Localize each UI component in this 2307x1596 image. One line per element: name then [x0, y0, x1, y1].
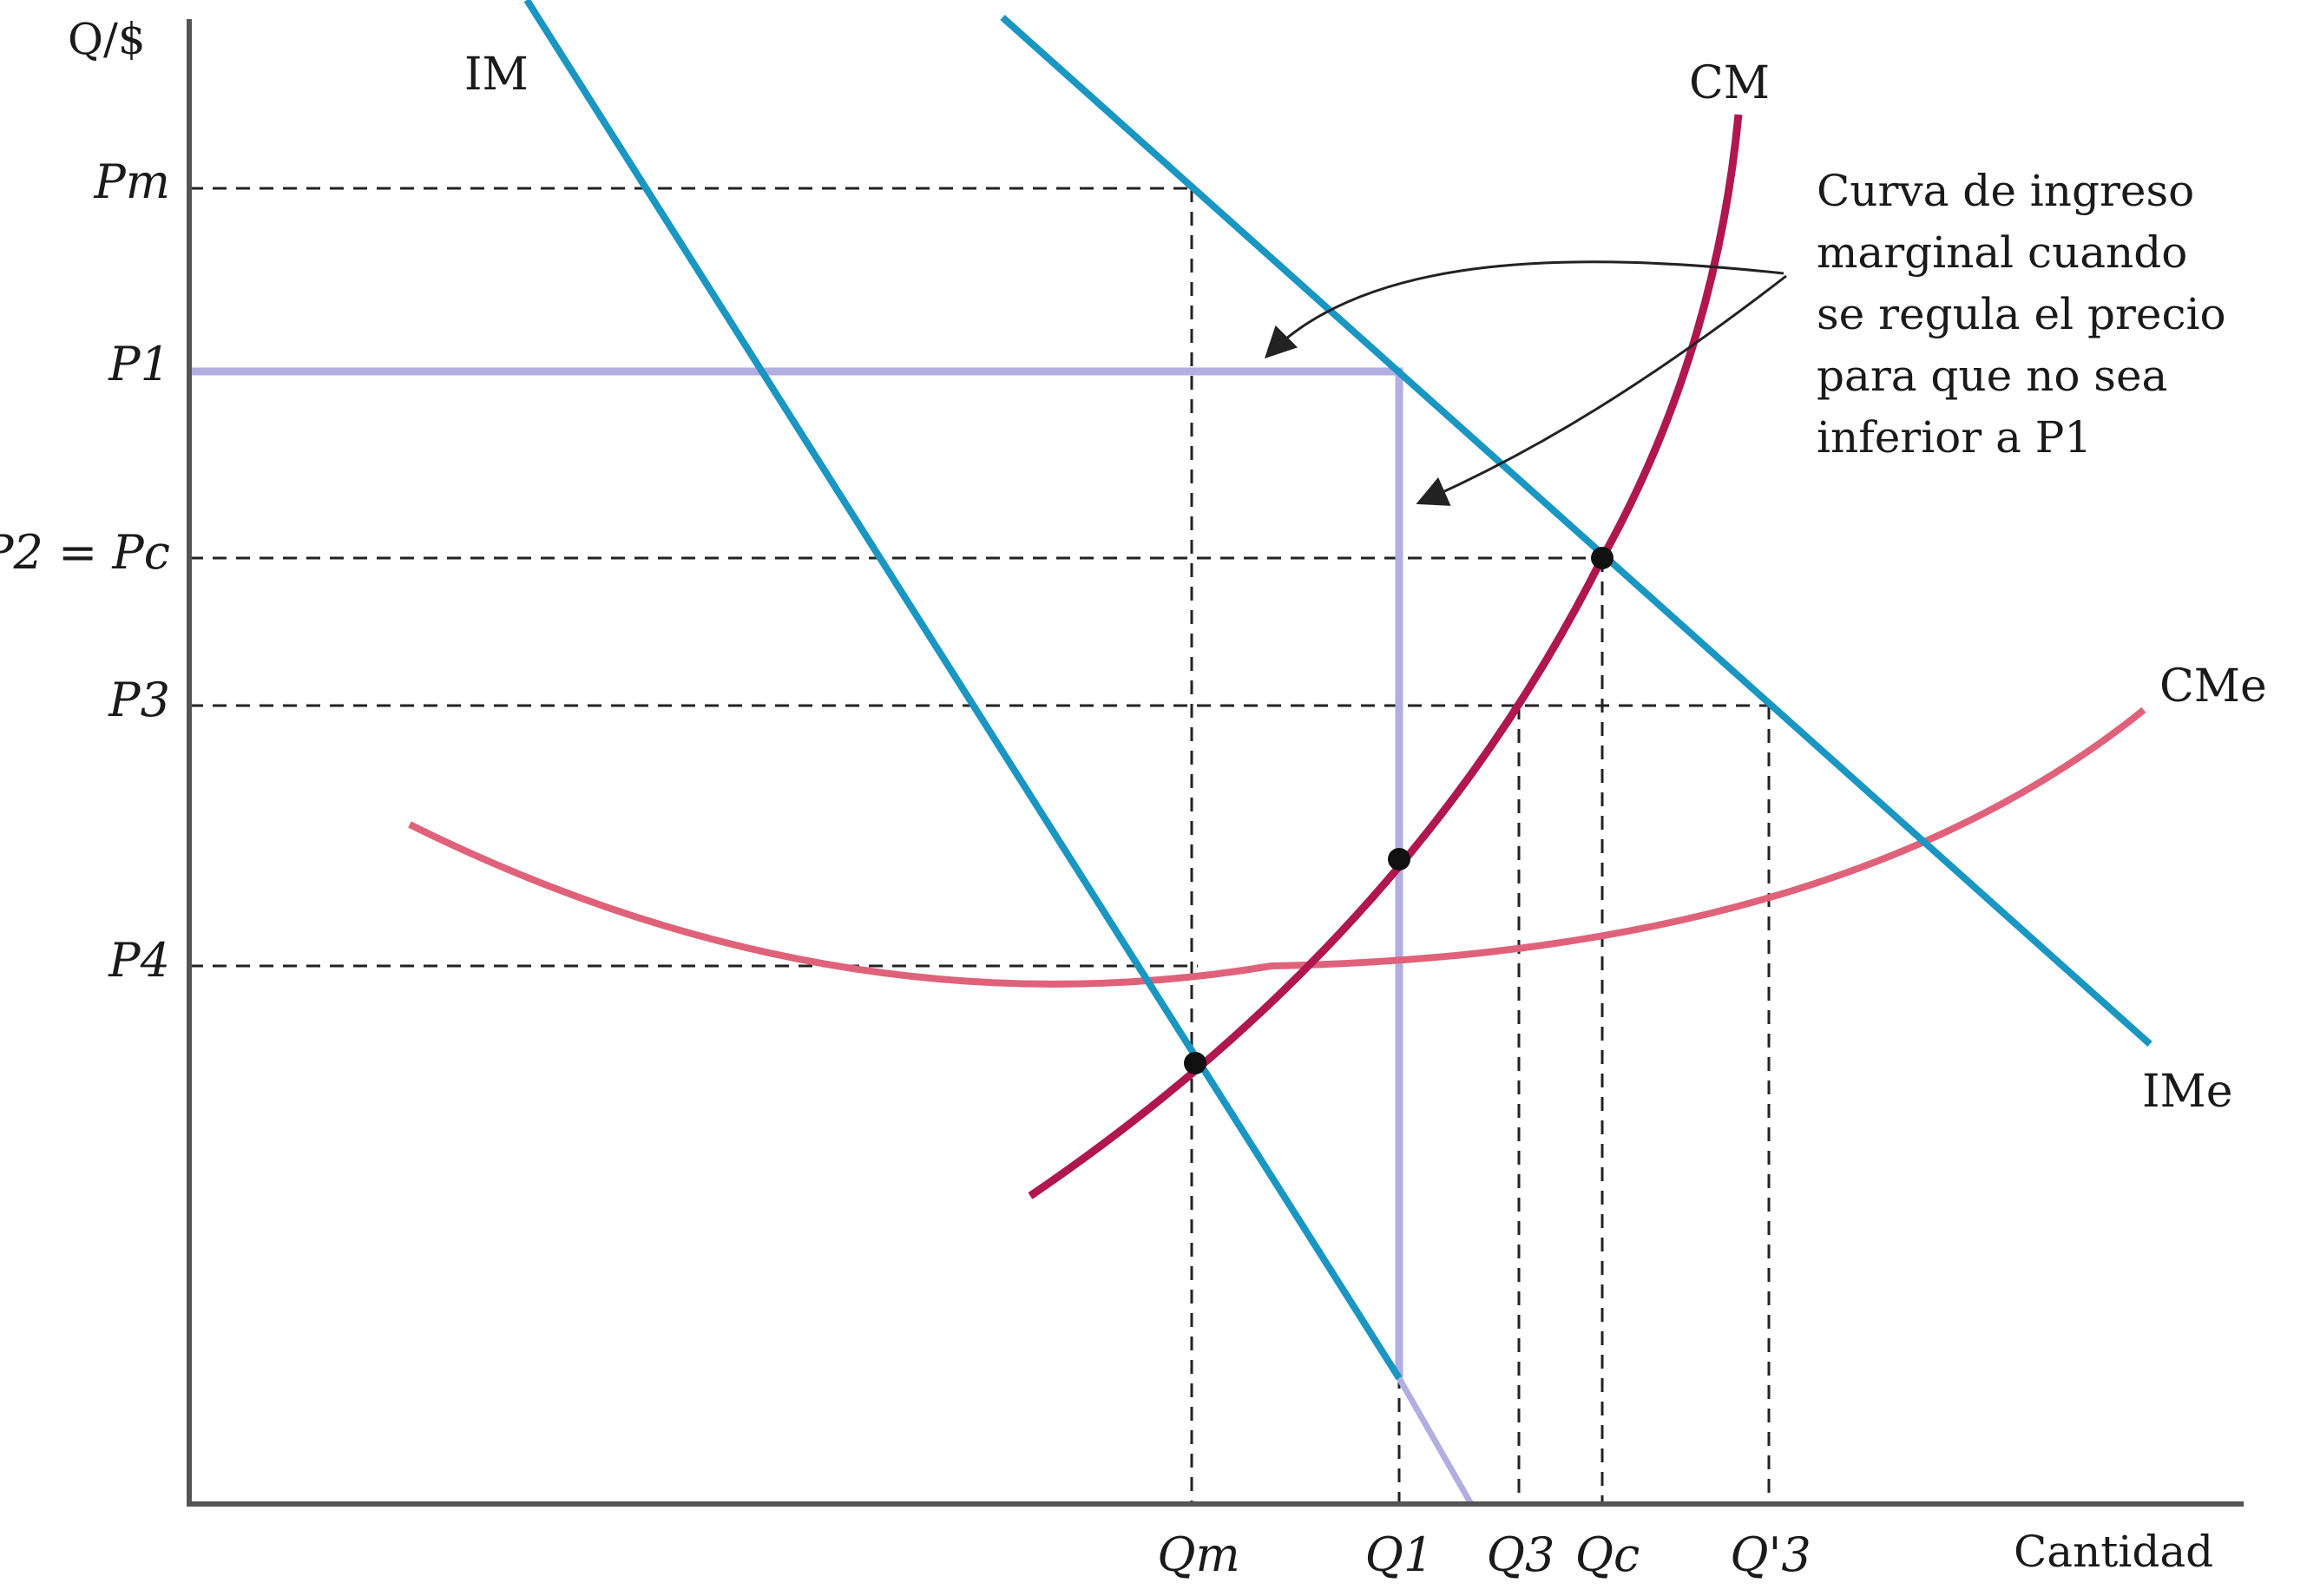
- annotation-arrow-upper: [1264, 260, 1784, 359]
- annotation-line-3: se regula el precio: [1817, 289, 2226, 339]
- axes: [187, 19, 2244, 1507]
- x-axis-title: Cantidad: [2014, 1527, 2213, 1577]
- annotation-line-4: para que no sea: [1817, 351, 2167, 401]
- quantity-label-q1: Q1: [1365, 1527, 1434, 1582]
- quantity-label-q3: Q3: [1487, 1527, 1555, 1582]
- quantity-label-q3-prime: Q'3: [1730, 1527, 1811, 1582]
- annotation-note: Curva de ingreso marginal cuando se regu…: [1817, 166, 2226, 463]
- regulated-marginal-revenue-curve: [189, 367, 1475, 1506]
- annotation-arrow-lower: [1416, 274, 1787, 506]
- marginal-revenue-curve: [523, 0, 1403, 1381]
- price-label-pm: Pm: [93, 154, 170, 209]
- average-cost-curve: [408, 706, 2146, 988]
- guide-lines: [189, 187, 1771, 1504]
- average-revenue-curve: [1000, 15, 2153, 1047]
- marginal-cost-curve: [1028, 114, 1743, 1199]
- curve-label-cm: CM: [1689, 57, 1770, 109]
- regulated-mr-lower-segment: [1396, 1376, 1475, 1506]
- y-axis-title: Q/$: [68, 14, 146, 64]
- point-competitive-equilibrium: [1591, 547, 1614, 569]
- annotation-arrows: [1264, 260, 1787, 506]
- price-label-p1: P1: [108, 337, 170, 391]
- curve-label-im: IM: [464, 49, 529, 101]
- quantity-label-qm: Qm: [1157, 1527, 1239, 1582]
- price-label-p2-pc: P2 = Pc: [0, 525, 170, 580]
- point-q1-on-mc: [1388, 848, 1410, 870]
- key-points: [1184, 547, 1614, 1074]
- curve-label-ime: IMe: [2142, 1066, 2233, 1118]
- price-label-p3: P3: [108, 673, 170, 727]
- price-label-p4: P4: [108, 933, 170, 988]
- annotation-line-2: marginal cuando: [1817, 227, 2187, 278]
- point-mr-equals-mc: [1184, 1052, 1206, 1074]
- annotation-line-5: inferior a P1: [1817, 412, 2092, 463]
- annotation-line-1: Curva de ingreso: [1817, 166, 2194, 216]
- quantity-label-qc: Qc: [1575, 1527, 1640, 1582]
- curve-label-cme: CMe: [2159, 660, 2267, 713]
- regulated-mr-horizontal-segment: [189, 367, 1403, 1378]
